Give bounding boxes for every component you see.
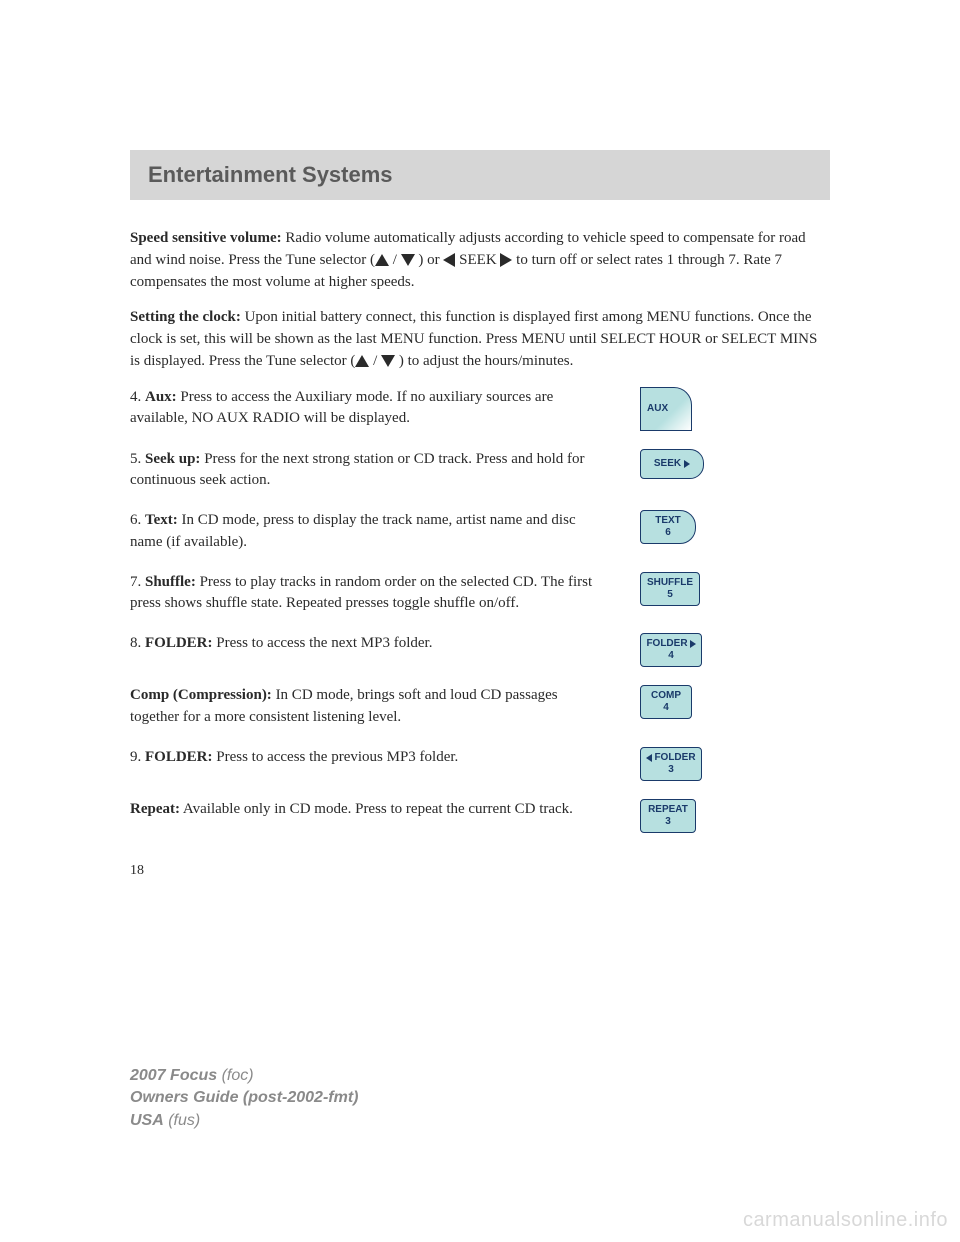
footer: 2007 Focus (foc) Owners Guide (post-2002… — [130, 1065, 358, 1132]
button-number: 6 — [665, 527, 671, 539]
text: ) or — [415, 252, 444, 268]
button-label: AUX — [647, 403, 668, 415]
radio-button-folder: FOLDER3 — [640, 747, 702, 781]
item-row: 6. Text: In CD mode, press to display th… — [130, 510, 830, 554]
page-number: 18 — [130, 863, 830, 879]
item-lead: Aux: — [145, 389, 177, 405]
item-lead: Text: — [145, 512, 178, 528]
lead-ssv: Speed sensitive volume: — [130, 230, 282, 246]
button-label: FOLDER — [654, 752, 695, 764]
button-column: SEEK — [630, 449, 830, 479]
item-number: 6. — [130, 512, 145, 528]
item-text: 6. Text: In CD mode, press to display th… — [130, 510, 600, 554]
button-number: 3 — [668, 764, 674, 776]
item-text: 8. FOLDER: Press to access the next MP3 … — [130, 633, 600, 655]
radio-button-text: TEXT6 — [640, 510, 696, 544]
button-label: FOLDER — [646, 638, 687, 650]
button-number: 5 — [667, 589, 673, 601]
button-column: TEXT6 — [630, 510, 830, 544]
button-column: AUX — [630, 387, 830, 431]
button-column: FOLDER4 — [630, 633, 830, 667]
button-column: COMP4 — [630, 685, 830, 719]
radio-button-aux: AUX — [640, 387, 692, 431]
button-label: SEEK — [654, 458, 681, 470]
triangle-right-icon — [690, 640, 696, 648]
text: / — [369, 353, 381, 369]
radio-button-shuffle: SHUFFLE5 — [640, 572, 700, 606]
watermark: carmanualsonline.info — [743, 1209, 948, 1232]
button-number: 3 — [665, 816, 671, 828]
item-row: Comp (Compression): In CD mode, brings s… — [130, 685, 830, 729]
item-text: 4. Aux: Press to access the Auxiliary mo… — [130, 387, 600, 431]
item-lead: Shuffle: — [145, 574, 196, 590]
button-label: COMP — [651, 690, 681, 702]
item-body: Press to access the Auxiliary mode. If n… — [130, 389, 553, 427]
footer-guide: Owners Guide (post-2002-fmt) — [130, 1089, 358, 1106]
item-number: 5. — [130, 451, 145, 467]
item-lead: Seek up: — [145, 451, 200, 467]
item-number: 8. — [130, 635, 145, 651]
item-text: 5. Seek up: Press for the next strong st… — [130, 449, 600, 493]
triangle-up-icon — [375, 254, 389, 266]
item-row: 7. Shuffle: Press to play tracks in rand… — [130, 572, 830, 616]
footer-model: 2007 Focus — [130, 1067, 217, 1084]
button-number: 4 — [668, 650, 674, 662]
text: / — [389, 252, 401, 268]
item-text: Comp (Compression): In CD mode, brings s… — [130, 685, 600, 729]
button-column: SHUFFLE5 — [630, 572, 830, 606]
radio-button-folder: FOLDER4 — [640, 633, 702, 667]
section-header: Entertainment Systems — [130, 150, 830, 200]
text: SEEK — [455, 252, 496, 268]
triangle-down-icon — [401, 254, 415, 266]
triangle-down-icon — [381, 355, 395, 367]
item-lead: Repeat: — [130, 801, 180, 817]
item-body: In CD mode, press to display the track n… — [130, 512, 576, 550]
item-row: Repeat: Available only in CD mode. Press… — [130, 799, 830, 833]
triangle-right-icon — [684, 460, 690, 468]
item-text: 9. FOLDER: Press to access the previous … — [130, 747, 600, 769]
item-number: 4. — [130, 389, 145, 405]
item-body: Press to access the next MP3 folder. — [213, 635, 433, 651]
button-label: TEXT — [655, 515, 681, 527]
lead-clock: Setting the clock: — [130, 309, 241, 325]
button-column: REPEAT3 — [630, 799, 830, 833]
item-lead: FOLDER: — [145, 749, 213, 765]
button-label: SHUFFLE — [647, 577, 693, 589]
item-body: Available only in CD mode. Press to repe… — [180, 801, 573, 817]
triangle-left-icon — [443, 253, 455, 267]
section-title: Entertainment Systems — [148, 162, 812, 188]
item-lead: FOLDER: — [145, 635, 213, 651]
item-text: 7. Shuffle: Press to play tracks in rand… — [130, 572, 600, 616]
item-body: Press to play tracks in random order on … — [130, 574, 592, 612]
item-number: 7. — [130, 574, 145, 590]
button-column: FOLDER3 — [630, 747, 830, 781]
footer-region: USA — [130, 1112, 164, 1129]
item-row: 9. FOLDER: Press to access the previous … — [130, 747, 830, 781]
item-lead: Comp (Compression): — [130, 687, 272, 703]
triangle-up-icon — [355, 355, 369, 367]
item-row: 8. FOLDER: Press to access the next MP3 … — [130, 633, 830, 667]
item-body: Press to access the previous MP3 folder. — [213, 749, 459, 765]
footer-code: (fus) — [164, 1112, 200, 1129]
footer-code: (foc) — [217, 1067, 253, 1084]
triangle-left-icon — [646, 754, 652, 762]
paragraph-clock: Setting the clock: Upon initial battery … — [130, 307, 830, 372]
item-text: Repeat: Available only in CD mode. Press… — [130, 799, 600, 821]
item-number: 9. — [130, 749, 145, 765]
item-row: 4. Aux: Press to access the Auxiliary mo… — [130, 387, 830, 431]
paragraph-ssv: Speed sensitive volume: Radio volume aut… — [130, 228, 830, 293]
triangle-right-icon — [500, 253, 512, 267]
radio-button-seek: SEEK — [640, 449, 704, 479]
button-number: 4 — [663, 702, 669, 714]
item-row: 5. Seek up: Press for the next strong st… — [130, 449, 830, 493]
button-label: REPEAT — [648, 804, 688, 816]
text: ) to adjust the hours/minutes. — [395, 353, 573, 369]
radio-button-repeat: REPEAT3 — [640, 799, 696, 833]
radio-button-comp: COMP4 — [640, 685, 692, 719]
